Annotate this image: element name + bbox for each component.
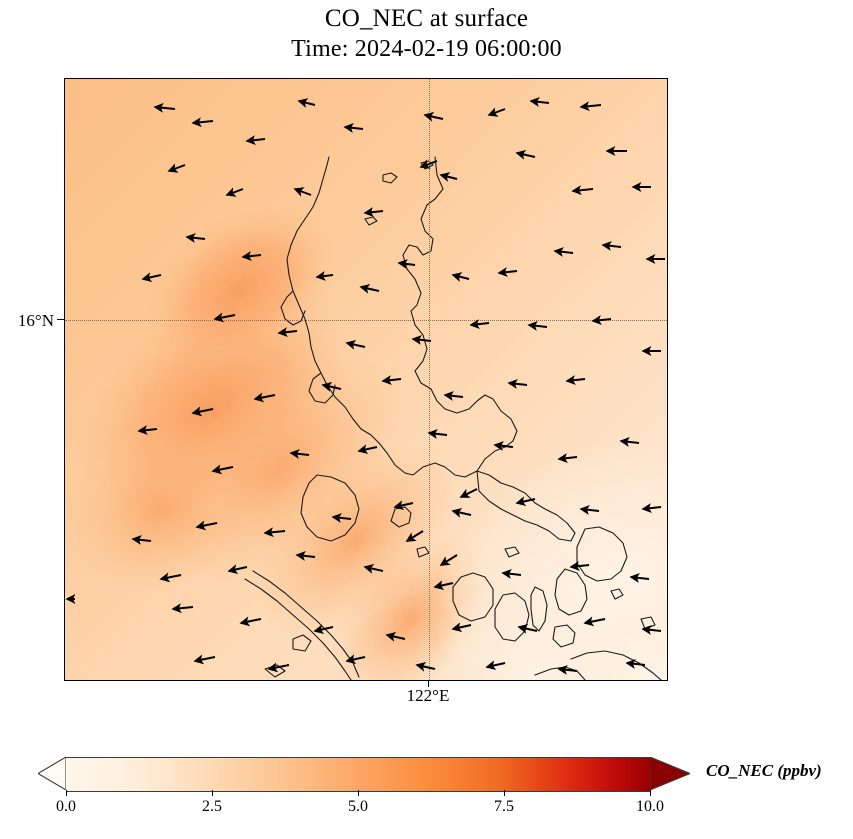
gridlines [65, 79, 667, 680]
x-axis-label-122e: 122°E [368, 686, 488, 706]
colorbar-extend-high-arrow [650, 757, 690, 790]
x-tick-label-text: 122°E [406, 686, 450, 705]
gridline-122e [429, 79, 430, 680]
gridline-16n [65, 320, 667, 321]
y-tick-16n [57, 319, 64, 320]
colorbar-axis-label: CO_NEC (ppbv) [706, 761, 822, 780]
colorbar-tick-2 [358, 790, 359, 796]
title-variable-line: CO_NEC at surface [324, 5, 529, 32]
colorbar-tick-0 [66, 790, 67, 796]
y-axis-label-16n: 16°N [0, 311, 54, 331]
colorbar-tick-3 [504, 790, 505, 796]
colorbar-extend-low-arrow [38, 757, 66, 790]
colorbar-ticklabel-3: 7.5 [494, 798, 514, 815]
colorbar-ticklabel-1: 2.5 [202, 798, 222, 815]
y-tick-label-text: 16°N [17, 311, 54, 330]
colorbar[interactable]: 0.0 2.5 5.0 7.5 10.0 CO_NEC (ppbv) [0, 745, 853, 839]
wind-vector-overlay [65, 96, 665, 675]
colorbar-ticklabel-0: 0.0 [56, 798, 76, 815]
x-tick-122e [428, 680, 429, 687]
colorbar-ticklabel-2: 5.0 [348, 798, 368, 815]
figure-title: CO_NEC at surface Time: 2024-02-19 06:00… [0, 4, 853, 64]
colorbar-gradient[interactable] [66, 757, 650, 792]
colorbar-tick-4 [650, 790, 651, 796]
title-time-line: Time: 2024-02-19 06:00:00 [291, 36, 562, 62]
colorbar-tick-1 [212, 790, 213, 796]
colorbar-ticklabel-4: 10.0 [636, 798, 664, 815]
map-panel[interactable] [64, 78, 668, 681]
